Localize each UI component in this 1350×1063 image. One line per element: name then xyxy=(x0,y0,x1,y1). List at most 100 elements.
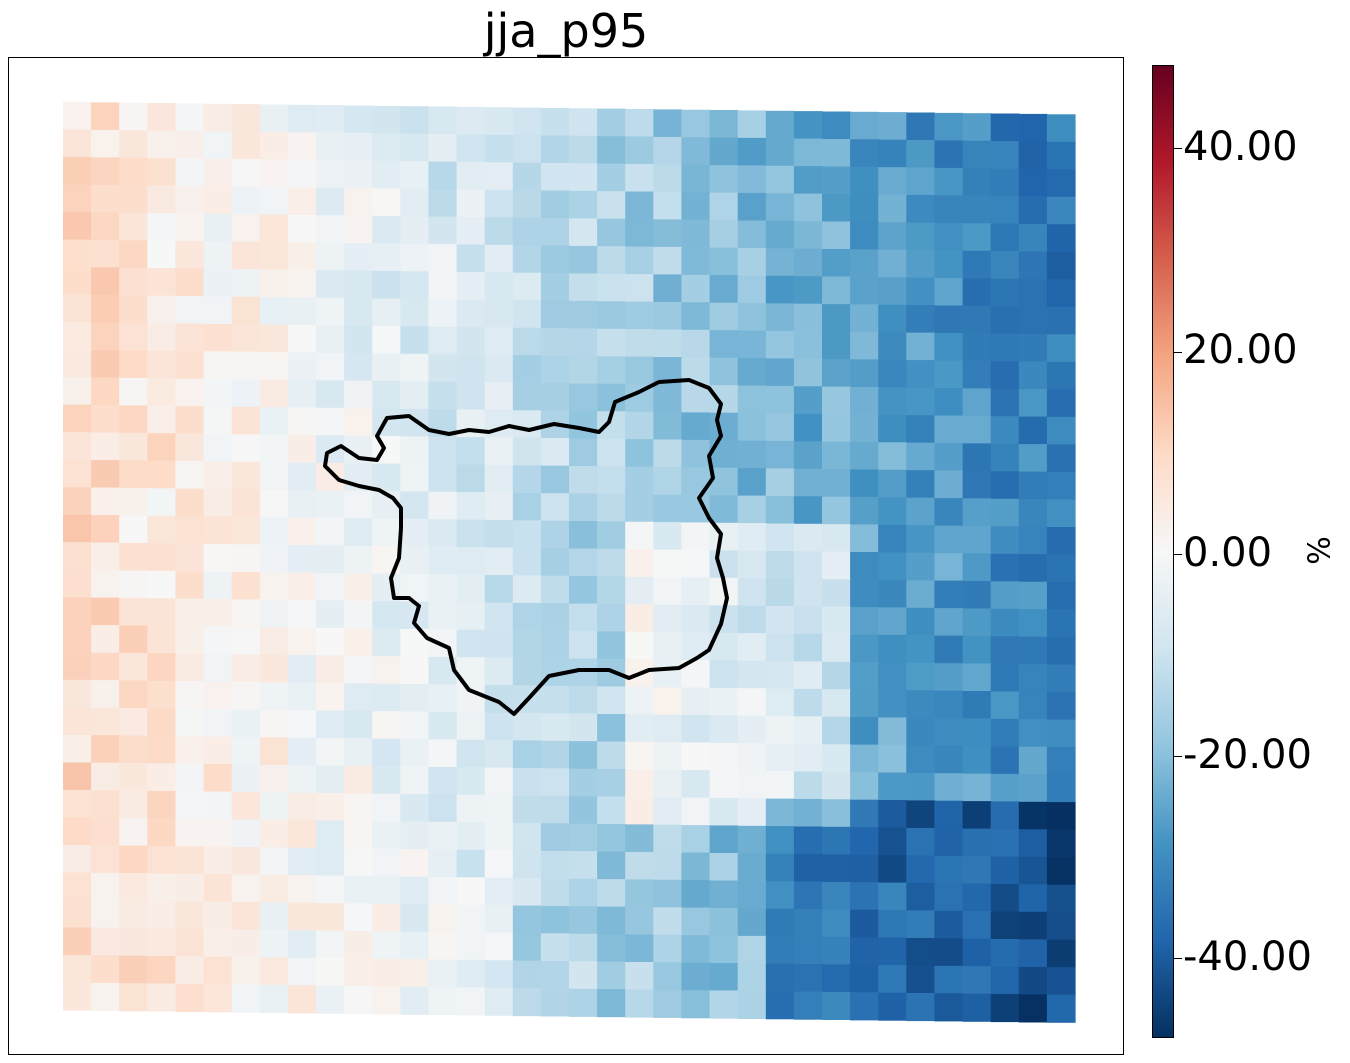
grid-cell xyxy=(175,571,205,600)
grid-cell xyxy=(625,274,654,303)
grid-cell xyxy=(203,489,233,518)
grid-cell xyxy=(484,767,514,796)
grid-cell xyxy=(737,633,767,662)
grid-cell xyxy=(793,881,823,910)
grid-cell xyxy=(850,662,879,691)
grid-cell xyxy=(231,351,261,380)
grid-cell xyxy=(287,242,317,271)
grid-cell xyxy=(259,627,289,656)
grid-cell xyxy=(850,827,879,856)
grid-cell xyxy=(765,165,795,194)
grid-cell xyxy=(822,194,851,223)
grid-cell xyxy=(63,184,92,213)
grid-cell xyxy=(1018,444,1048,473)
grid-cell xyxy=(91,900,120,929)
grid-cell xyxy=(456,327,486,356)
grid-cell xyxy=(625,494,654,523)
grid-cell xyxy=(119,460,148,489)
grid-cell xyxy=(653,109,682,138)
grid-cell xyxy=(175,461,205,490)
grid-cell xyxy=(569,273,598,302)
grid-cell xyxy=(934,250,964,279)
grid-cell xyxy=(934,277,964,306)
grid-cell xyxy=(850,469,879,498)
grid-cell xyxy=(400,436,429,465)
grid-cell xyxy=(569,521,598,550)
grid-cell xyxy=(456,354,486,383)
grid-cell xyxy=(512,823,542,852)
grid-cell xyxy=(119,708,148,737)
grid-cell xyxy=(709,110,739,139)
grid-cell xyxy=(625,411,654,440)
grid-cell xyxy=(428,987,458,1016)
grid-cell xyxy=(372,243,401,272)
grid-cell xyxy=(91,817,120,846)
grid-cell xyxy=(259,874,289,903)
grid-cell xyxy=(1046,224,1076,253)
grid-cell xyxy=(962,938,992,967)
grid-cell xyxy=(203,984,233,1013)
grid-cell xyxy=(906,442,935,471)
grid-cell xyxy=(456,932,486,961)
grid-cell xyxy=(400,739,429,768)
grid-cell xyxy=(906,195,935,224)
grid-cell xyxy=(203,736,233,765)
grid-cell xyxy=(850,744,879,773)
grid-cell xyxy=(990,471,1020,500)
grid-cell xyxy=(63,322,92,351)
grid-cell xyxy=(231,159,261,188)
grid-cell xyxy=(653,604,682,633)
grid-cell xyxy=(962,856,992,885)
grid-cell xyxy=(962,691,992,720)
grid-cell xyxy=(147,158,176,187)
grid-cell xyxy=(512,355,542,384)
grid-cell xyxy=(372,326,401,355)
grid-cell xyxy=(822,936,851,965)
grid-cell xyxy=(63,569,92,598)
grid-cell xyxy=(850,359,879,388)
grid-cell xyxy=(540,988,570,1017)
grid-cell xyxy=(400,684,429,713)
grid-cell xyxy=(878,882,907,911)
grid-cell xyxy=(737,688,767,717)
grid-cell xyxy=(1018,609,1048,638)
grid-cell xyxy=(934,745,964,774)
grid-cell xyxy=(287,710,317,739)
grid-cell xyxy=(316,325,345,354)
grid-cell xyxy=(625,686,654,715)
grid-cell xyxy=(484,630,514,659)
grid-cell xyxy=(540,300,570,329)
grid-cell xyxy=(1046,416,1076,445)
grid-cell xyxy=(906,167,935,196)
grid-cell xyxy=(231,461,261,490)
grid-cell xyxy=(484,905,514,934)
grid-cell xyxy=(934,470,964,499)
grid-cell xyxy=(484,162,514,191)
map-panel[interactable] xyxy=(8,57,1124,1055)
grid-cell xyxy=(1046,774,1076,803)
grid-cell xyxy=(287,187,317,216)
grid-cell xyxy=(119,515,148,544)
grid-cell xyxy=(203,544,233,573)
grid-cell xyxy=(793,221,823,250)
grid-cell xyxy=(569,328,598,357)
grid-cell xyxy=(822,524,851,553)
grid-cell xyxy=(822,771,851,800)
grid-cell xyxy=(63,542,92,571)
grid-cell xyxy=(906,938,935,967)
grid-cell xyxy=(597,191,626,220)
grid-cell xyxy=(681,109,711,138)
grid-cell xyxy=(119,102,148,131)
grid-cell xyxy=(962,333,992,362)
grid-cell xyxy=(569,631,598,660)
grid-cell xyxy=(231,406,261,435)
grid-cell xyxy=(231,902,261,931)
grid-cell xyxy=(737,165,767,194)
grid-cell xyxy=(709,935,739,964)
grid-cell xyxy=(1046,554,1076,583)
grid-cell xyxy=(372,215,401,244)
grid-cell xyxy=(793,909,823,938)
grid-cell xyxy=(147,708,176,737)
grid-cell xyxy=(962,140,992,169)
grid-cell xyxy=(737,303,767,332)
